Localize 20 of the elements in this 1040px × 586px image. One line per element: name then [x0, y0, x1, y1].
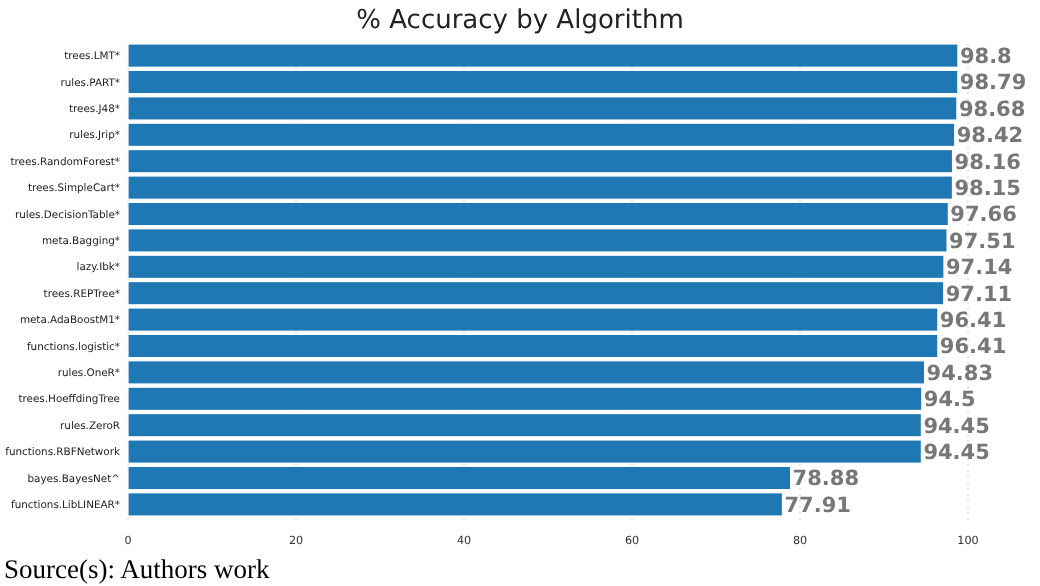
data-label: 97.14 — [945, 256, 1013, 281]
data-label: 94.45 — [923, 414, 990, 439]
source-note: Source(s): Authors work — [4, 554, 270, 584]
data-label: 77.91 — [784, 493, 851, 518]
data-label: 98.79 — [959, 71, 1027, 96]
data-label: 78.88 — [792, 467, 860, 492]
data-label: 97.51 — [949, 229, 1016, 254]
data-label: 96.41 — [939, 335, 1007, 360]
data-label: 98.15 — [954, 176, 1021, 201]
chart-title: % Accuracy by Algorithm — [356, 6, 684, 36]
data-label: 97.11 — [945, 282, 1013, 307]
data-label: 97.66 — [950, 203, 1017, 228]
data-label: 98.42 — [956, 124, 1024, 149]
data-label: 94.45 — [923, 440, 990, 465]
data-label: 94.5 — [923, 388, 976, 413]
data-label: 98.16 — [954, 150, 1021, 175]
data-label: 98.68 — [958, 97, 1026, 122]
data-label: 94.83 — [926, 361, 994, 386]
data-label: 98.8 — [959, 44, 1012, 69]
data-label: 96.41 — [939, 308, 1007, 333]
